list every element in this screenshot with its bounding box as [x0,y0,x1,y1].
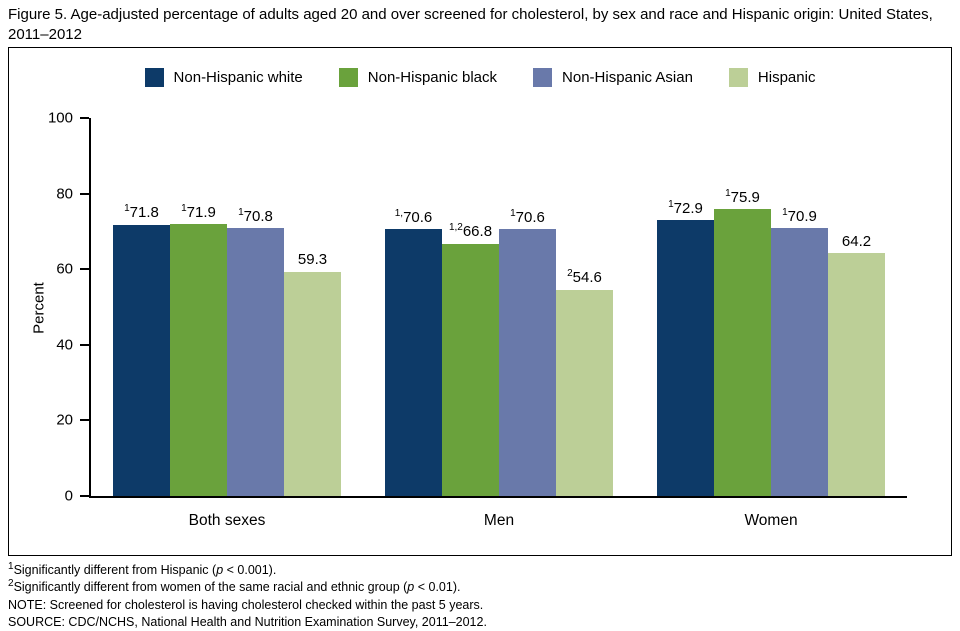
y-axis [89,118,91,498]
bar-non-hispanic-black-men [442,243,499,496]
legend-label: Hispanic [757,69,816,86]
bar-non-hispanic-white-women [657,220,714,496]
bar-value-label: 175.9 [725,187,760,206]
bar-column: 254.6 [556,268,613,496]
bar-hispanic-women [828,253,885,496]
bar-non-hispanic-white-both-sexes [113,224,170,496]
bar-value-label: 170.9 [782,206,817,225]
bar-column: 175.9 [714,187,771,496]
bar-non-hispanic-asian-men [499,229,556,496]
bar-value-label: 170.6 [510,207,545,226]
bar-column: 172.9 [657,198,714,496]
legend-swatch [338,68,358,87]
bar-column: 1,266.8 [442,222,499,496]
figure-title: Figure 5. Age-adjusted percentage of adu… [8,6,933,44]
y-tick [80,343,89,346]
bar-column: 59.3 [284,252,341,496]
bar-value-label: 170.8 [238,206,273,225]
x-category-label: Both sexes [188,512,266,529]
legend-swatch [728,68,748,87]
bar-value-label: 254.6 [567,268,602,287]
bar-column: 170.6 [499,207,556,496]
bar-non-hispanic-black-both-sexes [170,224,227,496]
chart-panel: Non-Hispanic white Non-Hispanic black Non-… [8,47,952,556]
x-category-label: Women [744,512,798,529]
y-tick-label: 20 [56,411,73,429]
legend: Non-Hispanic white Non-Hispanic black Non-… [9,68,951,87]
bar-group-men: 1,70.6 1,266.8 170.6 254.6 Men [385,207,613,529]
bar-hispanic-men [556,289,613,496]
bar-column: 171.8 [113,203,170,496]
y-tick-label: 40 [56,336,73,354]
bar-value-label: 59.3 [297,251,328,269]
footnote: 1Significantly different from Hispanic (… [8,560,277,577]
footnotes: 1Significantly different from Hispanic (… [8,560,948,631]
bar-value-label: 1,70.6 [394,207,433,226]
y-tick [80,192,89,195]
legend-label: Non-Hispanic black [367,69,498,86]
legend-swatch [533,68,553,87]
bar-value-label: 64.2 [841,232,872,250]
bar-column: 170.9 [771,206,828,496]
legend-item-hispanic: Hispanic [728,68,816,87]
legend-label: Non-Hispanic white [173,69,303,86]
bar-value-label: 171.9 [181,202,216,221]
y-axis-title: Percent [30,282,48,334]
y-tick-label: 100 [47,109,73,127]
x-axis [89,496,907,498]
y-tick [80,419,89,422]
y-tick-label: 0 [64,487,73,505]
bar-group-both-sexes: 171.8 171.9 170.8 59.3 Both sexes [113,202,341,529]
legend-item-non-hispanic-black: Non-Hispanic black [338,68,498,87]
footnote: NOTE: Screened for cholesterol is having… [8,597,484,612]
y-tick [80,268,89,271]
footnote: 2Significantly different from women of t… [8,578,461,595]
bar-column: 64.2 [828,232,885,496]
bar-hispanic-both-sexes [284,271,341,496]
bar-value-label: 1,266.8 [448,222,493,240]
y-tick-label: 80 [56,185,73,203]
footnote: SOURCE: CDC/NCHS, National Health and Nu… [8,614,487,629]
legend-item-non-hispanic-white: Non-Hispanic white [144,68,303,87]
bar-non-hispanic-black-women [714,209,771,496]
y-tick-label: 60 [56,260,73,278]
legend-item-non-hispanic-asian: Non-Hispanic Asian [533,68,693,87]
legend-swatch [144,68,164,87]
bar-non-hispanic-asian-women [771,228,828,496]
bar-column: 1,70.6 [385,207,442,496]
bar-non-hispanic-white-men [385,229,442,496]
y-tick [80,495,89,497]
bar-value-label: 171.8 [124,203,159,222]
legend-label: Non-Hispanic Asian [562,69,693,86]
bar-column: 171.9 [170,202,227,496]
bar-column: 170.8 [227,206,284,496]
x-category-label: Men [483,512,515,529]
bar-groups: 171.8 171.9 170.8 59.3 Both sexes 1,70.6 1,266… [91,118,907,529]
plot-area: 0 20 40 60 80 100 171.8 171.9 170.8 59.3 Both sex… [48,110,907,529]
bar-non-hispanic-asian-both-sexes [227,228,284,496]
y-tick [80,117,89,119]
bar-group-women: 172.9 175.9 170.9 64.2 Women [657,187,885,529]
bar-value-label: 172.9 [668,198,703,217]
